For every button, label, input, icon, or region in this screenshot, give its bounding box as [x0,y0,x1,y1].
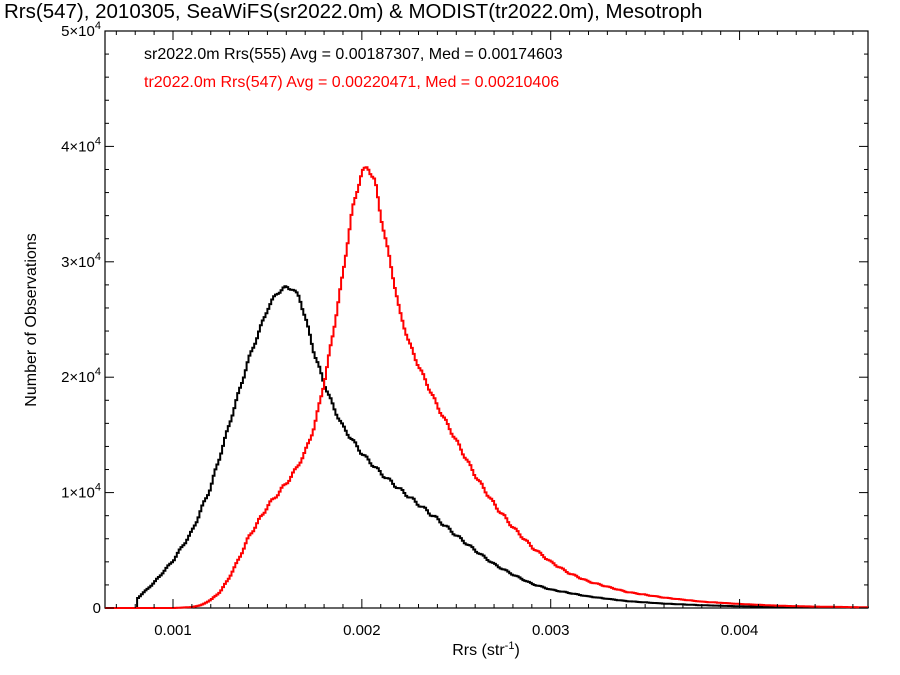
plot-frame [104,30,869,609]
x-tick-label: 0.004 [721,622,759,639]
x-tick-label: 0.001 [154,622,192,639]
legend-entry: sr2022.0m Rrs(555) Avg = 0.00187307, Med… [144,46,563,63]
x-axis-label: Rrs (str-1) [452,640,520,659]
y-tick-label: 4×104 [61,135,101,155]
chart-title: Rrs(547), 2010305, SeaWiFS(sr2022.0m) & … [4,0,703,23]
y-tick-label: 2×104 [61,366,101,386]
y-tick-label: 0 [93,600,101,617]
plot-border [104,30,869,609]
legend-entry: tr2022.0m Rrs(547) Avg = 0.00220471, Med… [144,74,559,91]
tr2022-rrs547-histogram [105,166,868,609]
legend: sr2022.0m Rrs(555) Avg = 0.00187307, Med… [144,46,563,91]
y-tick-label: 5×104 [61,20,101,40]
series-layer [105,166,869,609]
axes-layer: 0.001 0.002 0.003 0.004 0 1×104 2×104 3×104 4×10… [61,20,868,639]
sr2022-rrs555-histogram [105,285,869,609]
y-tick-label: 3×104 [61,251,101,271]
x-tick-label: 0.002 [343,622,381,639]
y-axis-label: Number of Observations [23,233,40,406]
y-tick-label: 1×104 [61,482,101,502]
x-tick-label: 0.003 [532,622,570,639]
